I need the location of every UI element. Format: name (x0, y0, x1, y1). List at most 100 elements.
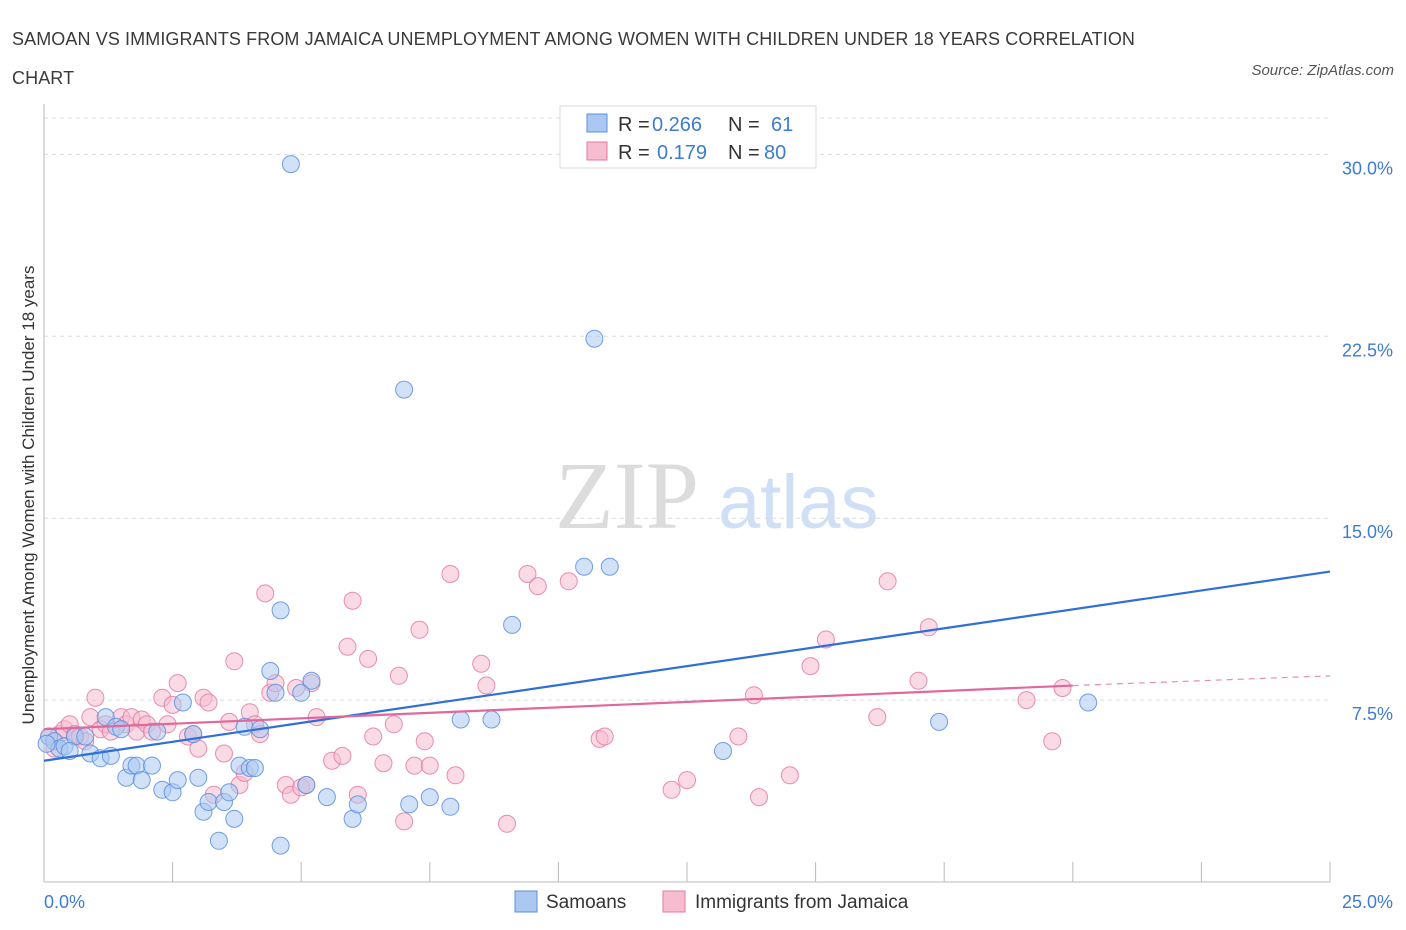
samoans-point-54 (585, 329, 604, 348)
legend-n-label-samoans: N = (728, 114, 760, 136)
samoans-trend-line (43, 570, 1331, 762)
samoans-point-56 (714, 742, 732, 760)
bottom-swatch-samoans (514, 890, 538, 913)
jamaica-point-83 (909, 671, 928, 690)
bottom-swatch-jamaica (662, 890, 686, 913)
samoans-point-35 (261, 662, 280, 680)
samoans-point-40 (292, 683, 311, 702)
jamaica-point-86 (1043, 732, 1062, 751)
tick-labels: 7.5% 15.0% 22.5% 30.0% 0.0% 25.0% (44, 158, 1393, 912)
jamaica-point-55 (374, 754, 393, 773)
jamaica-point-84 (919, 618, 938, 637)
jamaica-point-56 (384, 715, 403, 734)
samoans-point-11 (112, 720, 131, 739)
jamaica-point-70 (559, 572, 578, 591)
x-tick-label-1: 25.0% (1342, 892, 1393, 912)
samoans-point-16 (143, 756, 161, 775)
samoans-point-21 (173, 693, 192, 712)
legend-swatch-samoans (586, 113, 608, 133)
samoans-point-49 (441, 797, 460, 816)
jamaica-point-49 (333, 746, 352, 765)
legend-swatch-jamaica (586, 141, 608, 161)
watermark-atlas: atlas (718, 460, 879, 545)
jamaica-point-50 (338, 637, 357, 656)
y-tick-label-3: 30.0% (1342, 158, 1393, 178)
jamaica-point-59 (405, 756, 424, 775)
legend-n-samoans: 61 (771, 114, 793, 136)
samoans-point-47 (400, 795, 419, 814)
chart-title: SAMOAN VS IMMIGRANTS FROM JAMAICA UNEMPL… (12, 29, 1136, 88)
y-tick-label-2: 22.5% (1342, 340, 1393, 360)
samoans-point-46 (395, 380, 414, 399)
samoans-point-57 (930, 712, 949, 731)
samoans-point-38 (271, 601, 290, 620)
samoans-point-28 (220, 783, 239, 802)
jamaica-point-79 (801, 657, 820, 676)
jamaica-point-51 (343, 591, 362, 610)
grid-lines (44, 117, 1330, 701)
jamaica-point-9 (86, 688, 105, 707)
jamaica-point-65 (472, 654, 491, 673)
jamaica-point-82 (878, 572, 897, 591)
samoans-point-39 (281, 155, 300, 174)
samoans-point-29 (225, 809, 244, 828)
y-axis-label: Unemployment Among Women with Children U… (19, 266, 38, 725)
legend-n-label-jamaica: N = (728, 142, 760, 164)
samoans-point-41 (297, 776, 316, 794)
samoans-point-25 (199, 793, 218, 811)
jamaica-point-77 (750, 788, 768, 807)
jamaica-point-30 (215, 744, 233, 763)
samoans-point-17 (148, 722, 167, 741)
jamaica-point-81 (868, 708, 887, 727)
samoans-point-20 (168, 771, 187, 790)
samoans-point-42 (302, 671, 321, 690)
jamaica-point-53 (359, 649, 378, 668)
jamaica-point-28 (199, 693, 218, 712)
watermark-zip: ZIP (555, 442, 699, 549)
jamaica-point-80 (816, 630, 835, 649)
y-tick-label-0: 7.5% (1352, 704, 1393, 724)
jamaica-point-54 (364, 727, 383, 746)
jamaica-point-87 (1053, 679, 1072, 697)
jamaica-point-66 (477, 676, 496, 695)
series-legend: Samoans Immigrants from Jamaica (514, 890, 909, 913)
jamaica-point-68 (518, 565, 537, 583)
trend-lines (43, 570, 1331, 762)
samoans-point-5 (76, 727, 95, 746)
jamaica-point-76 (744, 686, 763, 705)
x-tick-label-0: 0.0% (44, 892, 85, 912)
jamaica-point-69 (528, 577, 547, 596)
legend-n-jamaica: 80 (764, 142, 786, 164)
samoans-point-33 (245, 759, 264, 777)
samoans-point-36 (266, 683, 285, 702)
jamaica-point-67 (498, 814, 516, 833)
axes (43, 104, 1331, 883)
samoans-point-58 (1079, 693, 1098, 712)
jamaica-point-74 (678, 771, 696, 790)
jamaica-point-75 (729, 727, 748, 746)
samoans-point-45 (348, 795, 367, 814)
samoans-point-48 (420, 788, 439, 807)
y-tick-label-1: 15.0% (1342, 522, 1393, 542)
samoans-point-43 (317, 788, 336, 807)
jamaica-point-57 (389, 666, 408, 685)
source-label: Source: ZipAtlas.com (1251, 62, 1394, 79)
jamaica-trend-line (43, 684, 1073, 731)
jamaica-point-63 (441, 565, 460, 583)
samoans-point-23 (189, 768, 208, 787)
samoans-point-51 (482, 710, 501, 729)
samoans-point-50 (451, 710, 470, 729)
jamaica-point-85 (1017, 691, 1036, 710)
samoans-point-53 (575, 557, 594, 576)
jamaica-point-23 (168, 674, 187, 693)
jamaica-point-73 (662, 780, 681, 799)
jamaica-point-38 (256, 584, 275, 603)
legend-r-label-samoans: R = (618, 114, 650, 136)
data-points (37, 155, 1098, 855)
stats-legend: R = 0.266 N = 61 R = 0.179 N = 80 (559, 105, 817, 169)
samoans-point-37 (271, 836, 290, 855)
samoans-point-26 (209, 831, 228, 850)
samoans-point-15 (132, 771, 151, 790)
bottom-legend-samoans: Samoans (546, 892, 626, 913)
